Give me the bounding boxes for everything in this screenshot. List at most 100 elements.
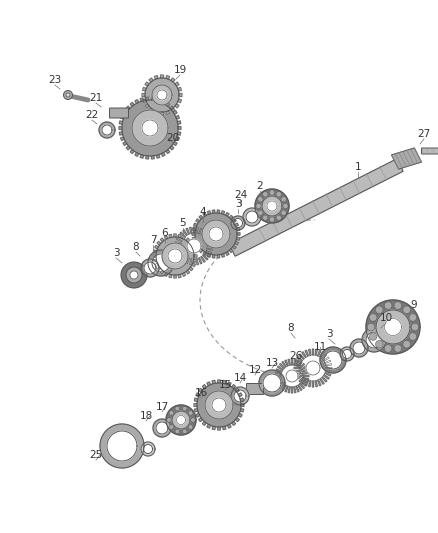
Polygon shape [303,378,309,380]
Polygon shape [288,359,290,365]
Polygon shape [291,387,293,393]
Polygon shape [177,121,181,124]
Polygon shape [288,387,290,393]
Polygon shape [217,255,220,258]
Circle shape [384,345,392,352]
Polygon shape [325,364,332,366]
Polygon shape [325,360,331,364]
Polygon shape [141,442,155,456]
Polygon shape [238,393,242,397]
FancyBboxPatch shape [421,148,438,154]
Polygon shape [275,372,281,374]
Polygon shape [320,378,324,384]
Text: 3: 3 [113,248,119,258]
Polygon shape [192,245,195,249]
Polygon shape [205,235,210,239]
Polygon shape [275,378,281,380]
Polygon shape [186,228,190,234]
Polygon shape [119,121,123,124]
Polygon shape [142,120,158,136]
Polygon shape [192,233,195,235]
Polygon shape [142,99,146,103]
Text: 24: 24 [234,190,247,200]
Polygon shape [223,426,226,430]
Text: 26: 26 [290,351,303,361]
Circle shape [403,306,410,313]
Polygon shape [123,110,127,115]
Polygon shape [173,110,177,115]
Polygon shape [262,196,282,216]
Polygon shape [231,387,249,405]
Polygon shape [144,445,152,454]
Circle shape [258,197,263,202]
Polygon shape [302,380,308,383]
Polygon shape [229,159,403,256]
Polygon shape [240,398,244,401]
Polygon shape [192,237,196,240]
Polygon shape [144,262,156,274]
Polygon shape [325,373,331,376]
Polygon shape [203,213,206,216]
Polygon shape [203,252,206,255]
Circle shape [384,302,392,309]
Polygon shape [201,256,205,262]
Polygon shape [294,359,296,365]
Polygon shape [279,364,285,368]
Polygon shape [366,332,382,348]
Polygon shape [174,275,176,278]
Text: 12: 12 [248,365,261,375]
Polygon shape [255,189,289,223]
Polygon shape [236,228,240,231]
Circle shape [369,333,377,341]
Circle shape [411,323,419,331]
Polygon shape [195,213,237,255]
Circle shape [167,418,171,422]
Polygon shape [182,236,186,239]
Polygon shape [308,381,311,387]
Polygon shape [153,250,157,253]
Polygon shape [324,351,342,369]
Polygon shape [171,78,175,82]
Polygon shape [222,211,225,214]
Polygon shape [324,357,329,361]
Polygon shape [126,146,130,150]
Polygon shape [227,382,231,386]
Polygon shape [175,248,181,251]
Polygon shape [173,142,177,146]
Circle shape [256,204,261,208]
Polygon shape [237,233,240,235]
Polygon shape [238,414,242,417]
Circle shape [126,267,142,283]
Circle shape [183,406,187,411]
Polygon shape [160,238,164,242]
Polygon shape [183,230,187,236]
Polygon shape [160,75,163,78]
Polygon shape [140,155,144,158]
Polygon shape [207,245,213,247]
Polygon shape [202,220,230,248]
Polygon shape [193,250,197,253]
Polygon shape [178,126,181,130]
Polygon shape [275,375,281,377]
Polygon shape [202,385,206,389]
Polygon shape [198,258,202,264]
Polygon shape [234,390,246,402]
Polygon shape [235,389,240,392]
Polygon shape [233,219,243,228]
Polygon shape [231,216,245,230]
Polygon shape [194,398,198,401]
Polygon shape [299,354,304,359]
Circle shape [409,333,417,341]
Circle shape [281,210,286,215]
Polygon shape [259,370,285,396]
Polygon shape [229,215,233,219]
Polygon shape [212,426,215,430]
Polygon shape [199,215,203,219]
Polygon shape [194,409,198,412]
Polygon shape [196,227,198,233]
Polygon shape [157,241,161,245]
Polygon shape [223,381,226,384]
Polygon shape [107,431,137,461]
Polygon shape [156,98,160,101]
Polygon shape [301,366,307,370]
